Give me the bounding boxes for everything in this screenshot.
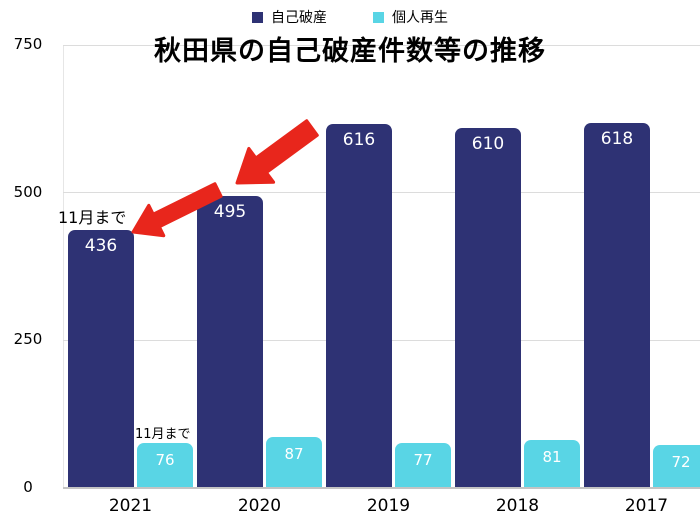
legend-swatch-bankruptcy — [252, 11, 263, 23]
bar-value-label-個人再生-2021: 76 — [155, 451, 175, 470]
chart-legend: 自己破産 個人再生 — [0, 7, 700, 27]
annotation-november-bankruptcy: 11月まで — [58, 208, 127, 227]
bar-value-label-自己破産-2017: 618 — [600, 128, 634, 149]
bar-個人再生-2017: 72 — [653, 445, 700, 488]
bar-自己破産-2019: 616 — [326, 124, 392, 488]
y-tick-500: 500 — [13, 182, 43, 201]
bar-value-label-個人再生-2017: 72 — [671, 453, 691, 472]
bar-value-label-自己破産-2021: 436 — [84, 236, 118, 257]
bar-value-label-個人再生-2018: 81 — [542, 448, 562, 467]
legend-swatch-rehabilitation — [373, 11, 384, 23]
y-tick-750: 750 — [13, 35, 43, 53]
legend-label-bankruptcy: 自己破産 — [271, 10, 327, 26]
bar-個人再生-2021: 76 — [137, 443, 193, 488]
chart-title: 秋田県の自己破産件数等の推移 — [154, 36, 546, 67]
bar-value-label-自己破産-2019: 616 — [342, 130, 376, 151]
bar-value-label-個人再生-2020: 87 — [284, 444, 304, 463]
bar-value-label-自己破産-2018: 610 — [471, 133, 505, 154]
bar-value-label-自己破産-2020: 495 — [213, 201, 247, 222]
bar-value-label-個人再生-2019: 77 — [413, 450, 433, 469]
legend-item-rehabilitation: 個人再生 — [373, 7, 448, 27]
bar-自己破産-2020: 495 — [197, 195, 263, 488]
bar-個人再生-2020: 87 — [266, 436, 322, 488]
legend-item-bankruptcy: 自己破産 — [252, 7, 327, 27]
x-tick-2018: 2018 — [495, 496, 540, 516]
legend-label-rehabilitation: 個人再生 — [392, 10, 448, 26]
x-tick-2020: 2020 — [237, 496, 282, 516]
x-axis-line — [63, 487, 700, 489]
annotation-november-rehabilitation: 11月まで — [135, 427, 191, 442]
y-axis-line — [63, 45, 64, 488]
bar-自己破産-2018: 610 — [455, 127, 521, 488]
bar-自己破産-2021: 436 — [68, 230, 134, 488]
bar-個人再生-2018: 81 — [524, 440, 580, 488]
x-tick-2021: 2021 — [108, 496, 153, 516]
gridline-750 — [63, 44, 700, 46]
y-tick-250: 250 — [13, 330, 43, 349]
x-tick-2019: 2019 — [366, 496, 411, 516]
x-tick-2017: 2017 — [624, 496, 669, 516]
bar-自己破産-2017: 618 — [584, 122, 650, 488]
bar-個人再生-2019: 77 — [395, 442, 451, 488]
y-tick-0: 0 — [23, 478, 33, 496]
